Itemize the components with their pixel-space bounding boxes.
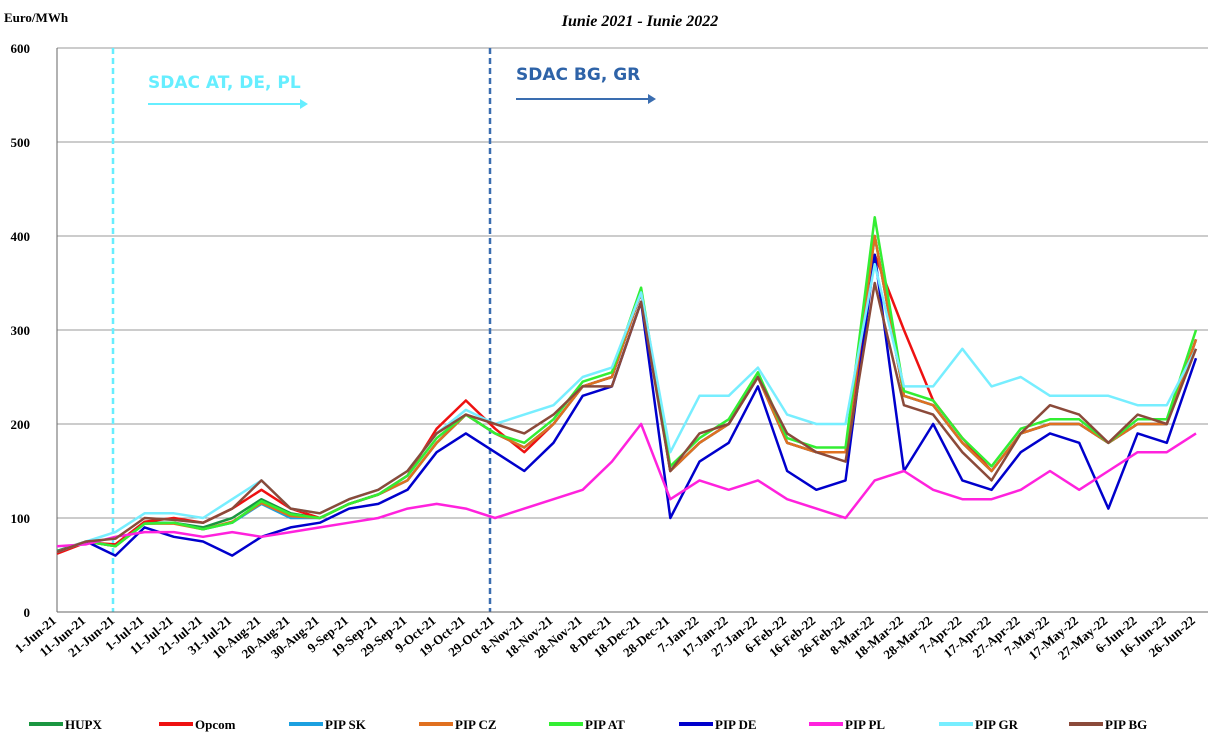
- chart-subtitle: Iunie 2021 - Iunie 2022: [561, 13, 718, 30]
- annotation: SDAC AT, DE, PL: [148, 73, 301, 93]
- legend-label: HUPX: [65, 717, 102, 732]
- annotation-arrow: [300, 99, 308, 109]
- y-tick-label: 0: [24, 605, 31, 620]
- legend-label: PIP CZ: [455, 717, 497, 732]
- annotation: SDAC BG, GR: [516, 65, 640, 85]
- y-tick-label: 600: [11, 41, 31, 56]
- y-tick-label: 400: [11, 229, 31, 244]
- legend-label: PIP SK: [325, 717, 367, 732]
- y-tick-label: 500: [11, 135, 31, 150]
- series-line: [56, 234, 1198, 554]
- legend-label: PIP GR: [975, 717, 1019, 732]
- y-tick-label: 300: [11, 323, 31, 338]
- series-line: [56, 234, 1198, 554]
- legend-label: PIP AT: [585, 717, 625, 732]
- annotation-arrow: [648, 94, 656, 104]
- series-line: [56, 234, 1198, 553]
- legend-label: PIP BG: [1105, 717, 1147, 732]
- y-tick-label: 100: [11, 511, 31, 526]
- legend-label: Opcom: [195, 717, 236, 732]
- legend-label: PIP PL: [845, 717, 885, 732]
- series-line: [56, 281, 1198, 554]
- series-line: [56, 262, 1198, 554]
- series-line: [56, 422, 1197, 548]
- legend-label: PIP DE: [715, 717, 757, 732]
- y-axis-label: Euro/MWh: [4, 10, 69, 25]
- y-tick-label: 200: [11, 417, 31, 432]
- series-line: [56, 253, 1198, 555]
